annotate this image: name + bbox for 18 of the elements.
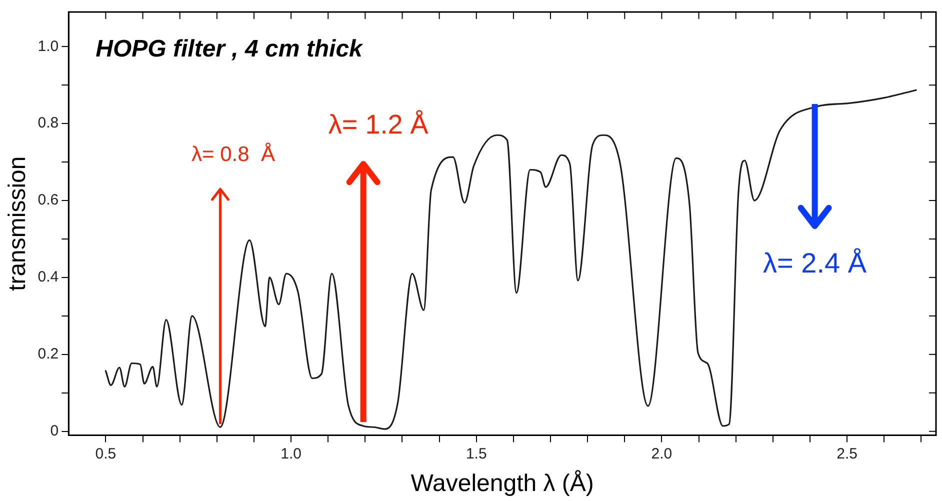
annotation: λ= 0.8 Å	[192, 142, 275, 166]
y-tick-label: 1.0	[38, 38, 59, 55]
text: HOPG filter , 4 cm thick	[96, 36, 364, 63]
x-tick-label: 1.0	[280, 445, 302, 462]
x-tick-label: 0.5	[95, 445, 116, 462]
y-tick-label: 0.2	[38, 346, 59, 363]
y-tick-label: 0.8	[38, 114, 59, 132]
annotation: λ= 2.4 Å	[763, 248, 867, 279]
x-tick-label: 1.5	[466, 445, 487, 462]
y-axis-title: transmission	[4, 156, 32, 291]
line-series	[104, 89, 917, 430]
y-tick-label: 0.4	[38, 268, 59, 286]
y-tick-label: 0.6	[38, 192, 59, 209]
annotation: λ= 1.2 Å	[328, 109, 428, 140]
x-tick-label: 2.5	[836, 445, 858, 462]
x-tick-label: 2.0	[651, 445, 672, 462]
y-tick-label: 0	[50, 422, 59, 440]
x-axis-title: Wavelength λ (Å)	[410, 470, 594, 498]
